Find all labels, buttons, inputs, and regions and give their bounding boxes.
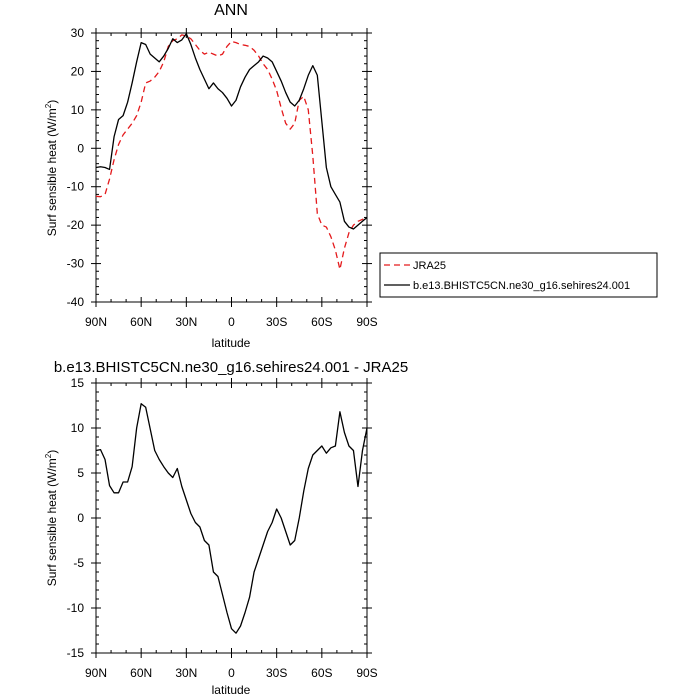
top-chart-x-tick-labels: 90N 60N 30N 0 30S 60S 90S xyxy=(85,315,378,329)
top-x-tick-label: 60N xyxy=(130,315,152,329)
top-chart: ANN -40 -30 -20 -10 0 10 20 30 90N 60N 30N 0 30S 60S… xyxy=(44,2,658,350)
top-chart-title: ANN xyxy=(214,2,248,19)
top-chart-series-group xyxy=(95,33,368,270)
top-x-tick-label: 60S xyxy=(311,315,332,329)
top-series-line-b-e13-bhistc5cn-ne30-g16-sehires24-001 xyxy=(95,33,368,230)
bottom-chart: b.e13.BHISTC5CN.ne30_g16.sehires24.001 -… xyxy=(44,359,408,697)
bottom-x-tick-label: 0 xyxy=(228,666,235,680)
top-y-tick-label: -40 xyxy=(67,295,85,309)
bottom-y-tick-label: 10 xyxy=(71,421,85,435)
top-y-tick-label: 0 xyxy=(77,141,84,155)
bottom-chart-x-tick-labels: 90N 60N 30N 0 30S 60S 90S xyxy=(85,666,378,680)
top-chart-y-tick-labels: -40 -30 -20 -10 0 10 20 30 xyxy=(67,26,85,309)
top-chart-x-axis-label: latitude xyxy=(212,336,251,350)
bottom-chart-y-tick-labels: -15 -10 -5 0 5 10 15 xyxy=(67,376,85,660)
bottom-x-tick-label: 60S xyxy=(311,666,332,680)
top-chart-y-axis-label: Surf sensible heat (W/m2) xyxy=(44,100,59,237)
top-y-tick-label: -30 xyxy=(67,257,85,271)
top-x-tick-label: 90N xyxy=(85,315,107,329)
bottom-chart-ticks xyxy=(91,378,372,658)
bottom-x-tick-label: 30S xyxy=(266,666,287,680)
bottom-y-tick-label: -10 xyxy=(67,601,85,615)
bottom-chart-y-axis-label: Surf sensible heat (W/m2) xyxy=(44,450,59,587)
bottom-x-tick-label: 30N xyxy=(175,666,197,680)
bottom-series-line-0 xyxy=(95,403,368,634)
top-chart-ticks xyxy=(91,28,372,307)
top-y-tick-label: -20 xyxy=(67,218,85,232)
bottom-y-tick-label: 15 xyxy=(71,376,85,390)
top-series-line-jra25 xyxy=(95,34,368,270)
top-x-tick-label: 90S xyxy=(356,315,377,329)
bottom-chart-series-group xyxy=(95,403,368,634)
top-x-tick-label: 30N xyxy=(175,315,197,329)
bottom-chart-x-axis-label: latitude xyxy=(212,683,251,697)
bottom-y-tick-label: -5 xyxy=(73,556,84,570)
top-y-tick-label: -10 xyxy=(67,180,85,194)
top-y-tick-label: 20 xyxy=(71,64,85,78)
top-y-tick-label: 30 xyxy=(71,26,85,40)
bottom-chart-plot-frame xyxy=(95,382,368,654)
bottom-chart-title: b.e13.BHISTC5CN.ne30_g16.sehires24.001 -… xyxy=(54,359,408,376)
top-x-tick-label: 30S xyxy=(266,315,287,329)
bottom-y-tick-label: 0 xyxy=(77,511,84,525)
bottom-x-tick-label: 60N xyxy=(130,666,152,680)
top-x-tick-label: 0 xyxy=(228,315,235,329)
bottom-x-tick-label: 90N xyxy=(85,666,107,680)
top-y-tick-label: 10 xyxy=(71,103,85,117)
bottom-y-tick-label: 5 xyxy=(77,466,84,480)
bottom-y-tick-label: -15 xyxy=(67,646,85,660)
legend: JRA25 b.e13.BHISTC5CN.ne30_g16.sehires24… xyxy=(379,252,658,298)
legend-label-model: b.e13.BHISTC5CN.ne30_g16.sehires24.001 xyxy=(413,280,630,292)
legend-label-jra25: JRA25 xyxy=(413,260,446,272)
bottom-x-tick-label: 90S xyxy=(356,666,377,680)
legend-frame xyxy=(379,252,658,298)
